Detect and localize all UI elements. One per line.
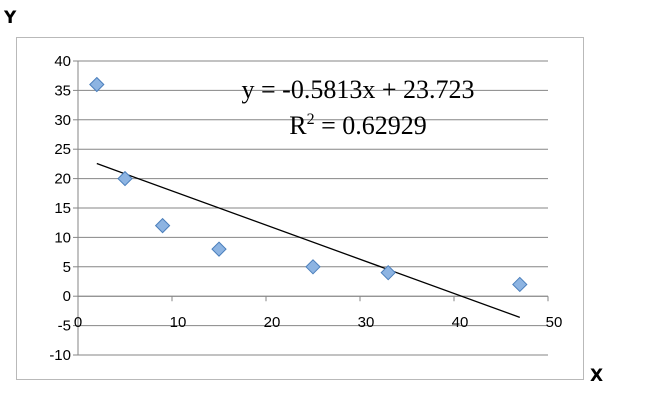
data-point — [380, 264, 396, 281]
y-tick-label: 10 — [54, 229, 71, 246]
x-tick-label: 50 — [546, 314, 563, 331]
y-tick-label: 30 — [54, 112, 71, 129]
r-squared-symbol: R — [289, 111, 307, 140]
data-point — [305, 259, 321, 275]
y-tick-label: 15 — [54, 200, 71, 217]
x-tick-label: 30 — [358, 314, 375, 331]
x-tick-label: 40 — [452, 314, 469, 331]
data-point — [512, 276, 528, 293]
r-squared-superscript: 2 — [307, 111, 315, 128]
y-tick-label: 0 — [63, 288, 71, 305]
y-tick-label: 20 — [54, 171, 71, 188]
trendline-equation: y = -0.5813x + 23.723 — [242, 75, 475, 104]
trendline — [96, 162, 521, 318]
y-tick-label: -10 — [49, 347, 71, 364]
y-tick-label: 5 — [63, 259, 71, 276]
grid-lines — [78, 60, 548, 356]
data-point — [89, 76, 105, 93]
data-point — [211, 241, 227, 257]
y-tick-label: 40 — [54, 53, 71, 70]
x-tick-label: 0 — [74, 314, 82, 331]
y-tick-label: 25 — [54, 141, 71, 158]
x-tick-label: 10 — [170, 314, 187, 331]
r-squared-label: R2 = 0.62929 — [289, 111, 427, 140]
y-tick-label: -5 — [58, 318, 71, 335]
axes — [73, 60, 549, 356]
y-axis-letter: Y — [4, 8, 17, 28]
x-axis-letter: X — [590, 366, 604, 386]
trendline-layer — [96, 162, 521, 318]
x-tick-label: 20 — [264, 314, 281, 331]
data-points — [89, 76, 528, 293]
y-tick-label: 35 — [54, 82, 71, 99]
data-point — [154, 217, 171, 234]
data-point — [117, 170, 133, 187]
r-squared-value: = 0.62929 — [315, 111, 427, 140]
